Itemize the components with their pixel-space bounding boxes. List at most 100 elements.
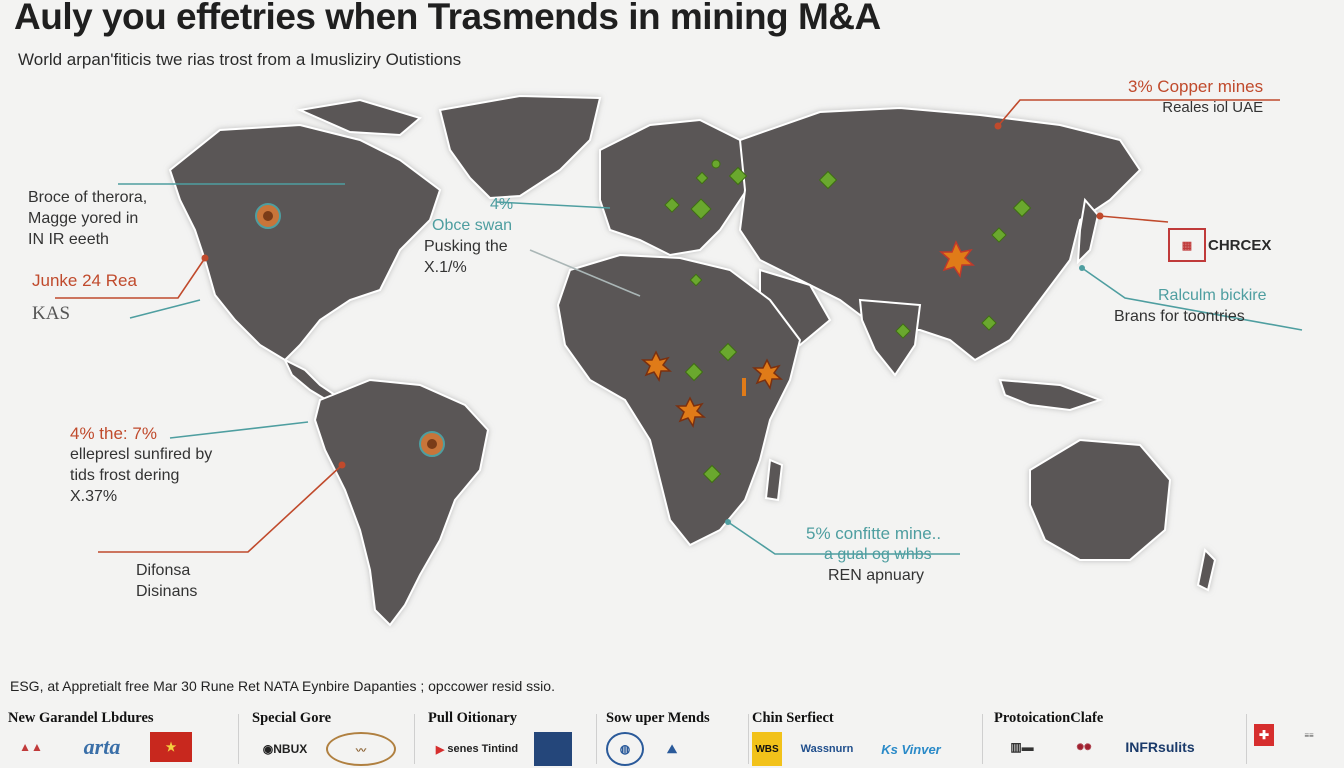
logo-group: Chin Serfiect WBS Wassnurn Ks Vinver [752, 706, 984, 768]
logo-group-heading: Pull Oitionary [428, 710, 518, 726]
callout-headline: Ralculm bickire [1158, 287, 1267, 304]
callout-line: Magge yored in [28, 210, 139, 227]
callout-line: IN IR eeeth [28, 231, 109, 248]
africa-shape [556, 253, 802, 547]
leader-dot [201, 254, 209, 262]
footer-note: ESG, at Appretialt free Mar 30 Rune Ret … [10, 678, 555, 694]
chrcex-logo: ▦ CHRCEX [1168, 228, 1271, 262]
leader-dot [725, 519, 731, 525]
logo-separator [982, 714, 983, 764]
green-marker-icon [728, 166, 748, 186]
logo-separator [596, 714, 597, 764]
cross-logo-icon: ✚ [1254, 724, 1274, 746]
callout-south-america-left: 4% the: 7% ellepresl sunfired by tids fr… [70, 423, 212, 507]
leader-south-africa [727, 521, 960, 555]
callout-headline: 5% confitte mine.. [806, 524, 942, 543]
callout-headline: 3% Copper mines [1128, 77, 1264, 96]
arta-logo: arta [83, 734, 121, 759]
callout-east-asia: Ralculm bickire Brans for toontries [1114, 285, 1266, 327]
leader-dot [338, 461, 346, 469]
callout-south-africa: 5% confitte mine.. a gual og whbs REN ap… [806, 523, 941, 586]
india-shape [858, 298, 922, 377]
callout-north-america: Broce of therora, Magge yored in IN IR e… [28, 187, 147, 250]
green-marker-icon [818, 170, 838, 190]
star-burst-icon [751, 358, 784, 390]
leader-mexico [55, 257, 206, 299]
logo-group-heading: Chin Serfiect [752, 710, 834, 726]
callout-line: ellepresl sunfired by [70, 446, 213, 463]
callout-headline: 4% [490, 196, 514, 213]
page-subtitle: World arpan'fiticis twe rias trost from … [18, 50, 462, 69]
wassnurn-logo: Wassnurn [800, 743, 854, 755]
green-marker-icon [695, 171, 709, 185]
leader-dot [1079, 265, 1085, 271]
green-marker-icon [711, 159, 721, 169]
star-burst-icon [674, 396, 707, 428]
callout-line: tids frost dering [70, 467, 180, 484]
logo-group: Sow uper Mends ◍ ⛰ [606, 706, 746, 768]
logo-group-heading: Sow uper Mends [606, 710, 710, 726]
green-marker-icon [718, 342, 738, 362]
central-america-shape [282, 357, 337, 404]
small-print-logo-icon: ≡≡ [1304, 730, 1314, 740]
circle-g-icon: ◉ [262, 742, 274, 756]
wbs-logo: WBS [752, 732, 782, 766]
partner-logo-strip: New Garandel Lbdures ▲▲ arta ★ Special G… [0, 706, 1344, 768]
callout-line: Broce of therora, [28, 189, 148, 206]
page-title: Auly you effetries when Trasmends in min… [14, 0, 881, 37]
green-marker-icon [981, 315, 997, 331]
mining-site-icon [255, 203, 281, 229]
logo-group-heading: New Garandel Lbdures [8, 710, 154, 726]
se-asia-shape [998, 378, 1103, 412]
leader-china-logo [1099, 215, 1169, 223]
new-zealand-shape [1196, 547, 1217, 592]
chrcex-logo-text: CHRCEX [1208, 236, 1272, 254]
callout-headline: 4% the: 7% [70, 424, 157, 443]
callout-south-america-bottom: Difonsa Disinans [136, 560, 197, 602]
callout-line: X.1/% [424, 259, 467, 276]
leader-copper [997, 99, 1280, 127]
blue-square-logo-icon [534, 732, 572, 766]
green-marker-icon [702, 464, 722, 484]
logo-group: ProtoicationClafe ▥▬ ✺✺ INFRsulits [994, 706, 1242, 768]
star-burst-icon [939, 240, 975, 278]
asia-shape [738, 106, 1142, 362]
green-marker-icon [1012, 198, 1032, 218]
seal-logo-icon: ✺✺ [1076, 741, 1092, 752]
green-marker-icon [684, 362, 704, 382]
green-marker-icon [664, 197, 680, 213]
building-logo-icon: ▥▬ [1010, 740, 1034, 754]
leader-atlantic-2 [529, 249, 641, 297]
pin-marker-icon [742, 378, 746, 396]
mountain-blue-logo-icon: ⛰ [666, 741, 678, 756]
logo-group: ✚ ≡≡ [1254, 706, 1340, 768]
mountain-logo-icon: ▲▲ [19, 740, 43, 754]
globe-logo-icon: ◍ [606, 732, 644, 766]
leader-east-asia [1081, 267, 1303, 331]
logo-separator [238, 714, 239, 764]
chrcex-mark-icon: ▦ [1168, 228, 1206, 262]
callout-headline: Junke 24 Rea [32, 271, 137, 290]
south-america-shape [313, 378, 490, 627]
callout-copper: 3% Copper mines Reales iol UAE [1128, 76, 1263, 118]
oval-logo-icon: 〰 [326, 732, 396, 766]
nbux-logo: ◉ NBUX [252, 734, 318, 764]
callout-line: X.37% [70, 488, 118, 505]
logo-separator [1246, 714, 1247, 764]
callout-line: Reales iol UAE [1162, 99, 1264, 116]
logo-group-heading: ProtoicationClafe [994, 710, 1104, 726]
callout-atlantic: 4% Obce swan Pusking the X.1/% [424, 194, 513, 278]
leader-atlantic [495, 201, 611, 209]
play-icon: ▶ [435, 743, 445, 756]
logo-separator [414, 714, 415, 764]
mining-site-icon [419, 431, 445, 457]
callout-line: KAS [32, 303, 71, 324]
leader-dot [994, 122, 1002, 130]
north-america-shape [168, 123, 442, 362]
madagascar-shape [764, 458, 784, 502]
leader-mexico-2 [129, 299, 201, 319]
star-flag-logo-icon: ★ [150, 732, 192, 762]
logo-separator [748, 714, 749, 764]
green-marker-icon [690, 198, 712, 220]
